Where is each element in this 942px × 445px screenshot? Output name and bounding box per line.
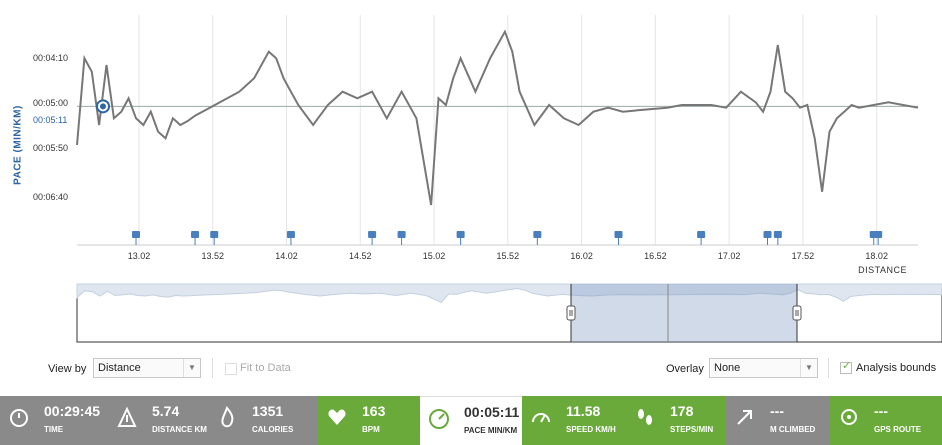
- y-tick-label: 00:06:40: [33, 192, 69, 202]
- fit-to-data-checkbox[interactable]: [225, 363, 237, 375]
- x-axis-title: DISTANCE: [858, 265, 907, 275]
- stat-steps-min[interactable]: 178 STEPS/MIN: [626, 396, 726, 445]
- stat-pace-min-km[interactable]: 00:05:11 PACE MIN/KM: [420, 396, 522, 445]
- stat-label: STEPS/MIN: [670, 425, 714, 434]
- x-tick-label: 16.02: [570, 251, 593, 261]
- distance-icon: [116, 406, 138, 428]
- x-tick-label: 18.02: [865, 251, 888, 261]
- stat-label: TIME: [44, 425, 64, 434]
- x-tick-label: 15.02: [423, 251, 446, 261]
- footsteps-icon: [634, 406, 656, 428]
- navigator-selection: [571, 284, 797, 342]
- lap-marker: [191, 231, 200, 238]
- stat-value: 163: [362, 403, 386, 419]
- stat-value: 00:29:45: [44, 403, 101, 419]
- overlay-value: None: [714, 362, 741, 374]
- y-tick-label: 00:04:10: [33, 53, 69, 63]
- stat-value: ---: [770, 403, 784, 419]
- stat-time[interactable]: 00:29:45 TIME: [0, 396, 108, 445]
- x-tick-label: 17.02: [718, 251, 741, 261]
- overlay-select[interactable]: None ▼: [709, 358, 818, 378]
- lap-marker: [614, 231, 623, 238]
- lap-marker: [874, 231, 883, 238]
- lap-marker: [397, 231, 406, 238]
- analysis-bounds-checkbox[interactable]: ✓: [840, 360, 852, 374]
- stat-label: DISTANCE KM: [152, 425, 207, 434]
- stat-bpm[interactable]: 163 BPM: [318, 396, 420, 445]
- current-value-label: 00:05:11: [33, 115, 68, 125]
- pace-gauge-icon: [428, 407, 450, 429]
- lap-marker: [763, 231, 772, 238]
- x-tick-label: 16.52: [644, 251, 667, 261]
- lap-marker: [533, 231, 542, 238]
- chevron-down-icon: ▼: [800, 359, 817, 377]
- stat-value: ---: [874, 403, 888, 419]
- pace-chart[interactable]: 13.02 13.52 14.02 14.52 15.02 15.52 16.02 16.52…: [0, 0, 942, 350]
- climb-arrow-icon: [734, 406, 756, 428]
- overlay-label: Overlay: [666, 363, 704, 375]
- lap-marker: [773, 231, 782, 238]
- stat-value: 11.58: [566, 403, 601, 419]
- view-by-select[interactable]: Distance ▼: [93, 358, 201, 378]
- checkmark-icon: ✓: [842, 360, 852, 372]
- x-tick-label: 17.52: [792, 251, 815, 261]
- chart-controls: View by Distance ▼ Fit to Data Overlay N…: [0, 355, 942, 383]
- stat-distance-km[interactable]: 5.74 DISTANCE KM: [108, 396, 208, 445]
- y-tick-label: 00:05:50: [33, 143, 69, 153]
- stats-bar: 00:29:45 TIME 5.74 DISTANCE KM 1351 CALORIES 1…: [0, 396, 942, 445]
- lap-marker: [286, 231, 295, 238]
- gps-icon: [838, 406, 860, 428]
- lap-marker: [210, 231, 219, 238]
- stat-speed-km-h[interactable]: 11.58 SPEED KM/H: [522, 396, 626, 445]
- heart-icon: [326, 406, 348, 428]
- x-tick-label: 13.52: [201, 251, 224, 261]
- stat-m-climbed[interactable]: --- M CLIMBED: [726, 396, 830, 445]
- stat-label: CALORIES: [252, 425, 294, 434]
- stat-value: 5.74: [152, 403, 180, 419]
- lap-marker: [697, 231, 706, 238]
- navigator-area: [76, 283, 942, 304]
- stat-value: 00:05:11: [464, 404, 520, 420]
- flame-icon: [216, 406, 238, 428]
- view-by-value: Distance: [98, 362, 141, 374]
- stat-label: M CLIMBED: [770, 425, 816, 434]
- view-by-label: View by: [48, 363, 87, 375]
- pace-line: [76, 29, 919, 206]
- stat-label: GPS ROUTE: [874, 425, 922, 434]
- x-tick-label: 15.52: [497, 251, 520, 261]
- navigator-handle[interactable]: [566, 305, 576, 321]
- speed-gauge-icon: [530, 406, 552, 428]
- x-tick-label: 14.02: [275, 251, 298, 261]
- y-tick-label: 00:05:00: [33, 98, 69, 108]
- lap-marker: [368, 231, 377, 238]
- stopwatch-icon: [8, 406, 30, 428]
- divider: [212, 358, 213, 378]
- lap-marker: [132, 231, 141, 238]
- x-tick-label: 13.02: [128, 251, 151, 261]
- analysis-bounds-label: Analysis bounds: [856, 362, 937, 374]
- hover-point-center: [100, 103, 106, 110]
- chevron-down-icon: ▼: [183, 359, 200, 377]
- x-tick-label: 14.52: [349, 251, 372, 261]
- lap-marker: [456, 231, 465, 238]
- stat-label: PACE MIN/KM: [464, 426, 518, 435]
- navigator-handle[interactable]: [792, 305, 802, 321]
- stat-value: 1351: [252, 403, 284, 419]
- stat-value: 178: [670, 403, 694, 419]
- stat-label: SPEED KM/H: [566, 425, 616, 434]
- stat-label: BPM: [362, 425, 380, 434]
- divider: [828, 358, 829, 378]
- fit-to-data-label: Fit to Data: [240, 362, 291, 374]
- stat-calories[interactable]: 1351 CALORIES: [208, 396, 318, 445]
- stat-gps-route[interactable]: --- GPS ROUTE: [830, 396, 942, 445]
